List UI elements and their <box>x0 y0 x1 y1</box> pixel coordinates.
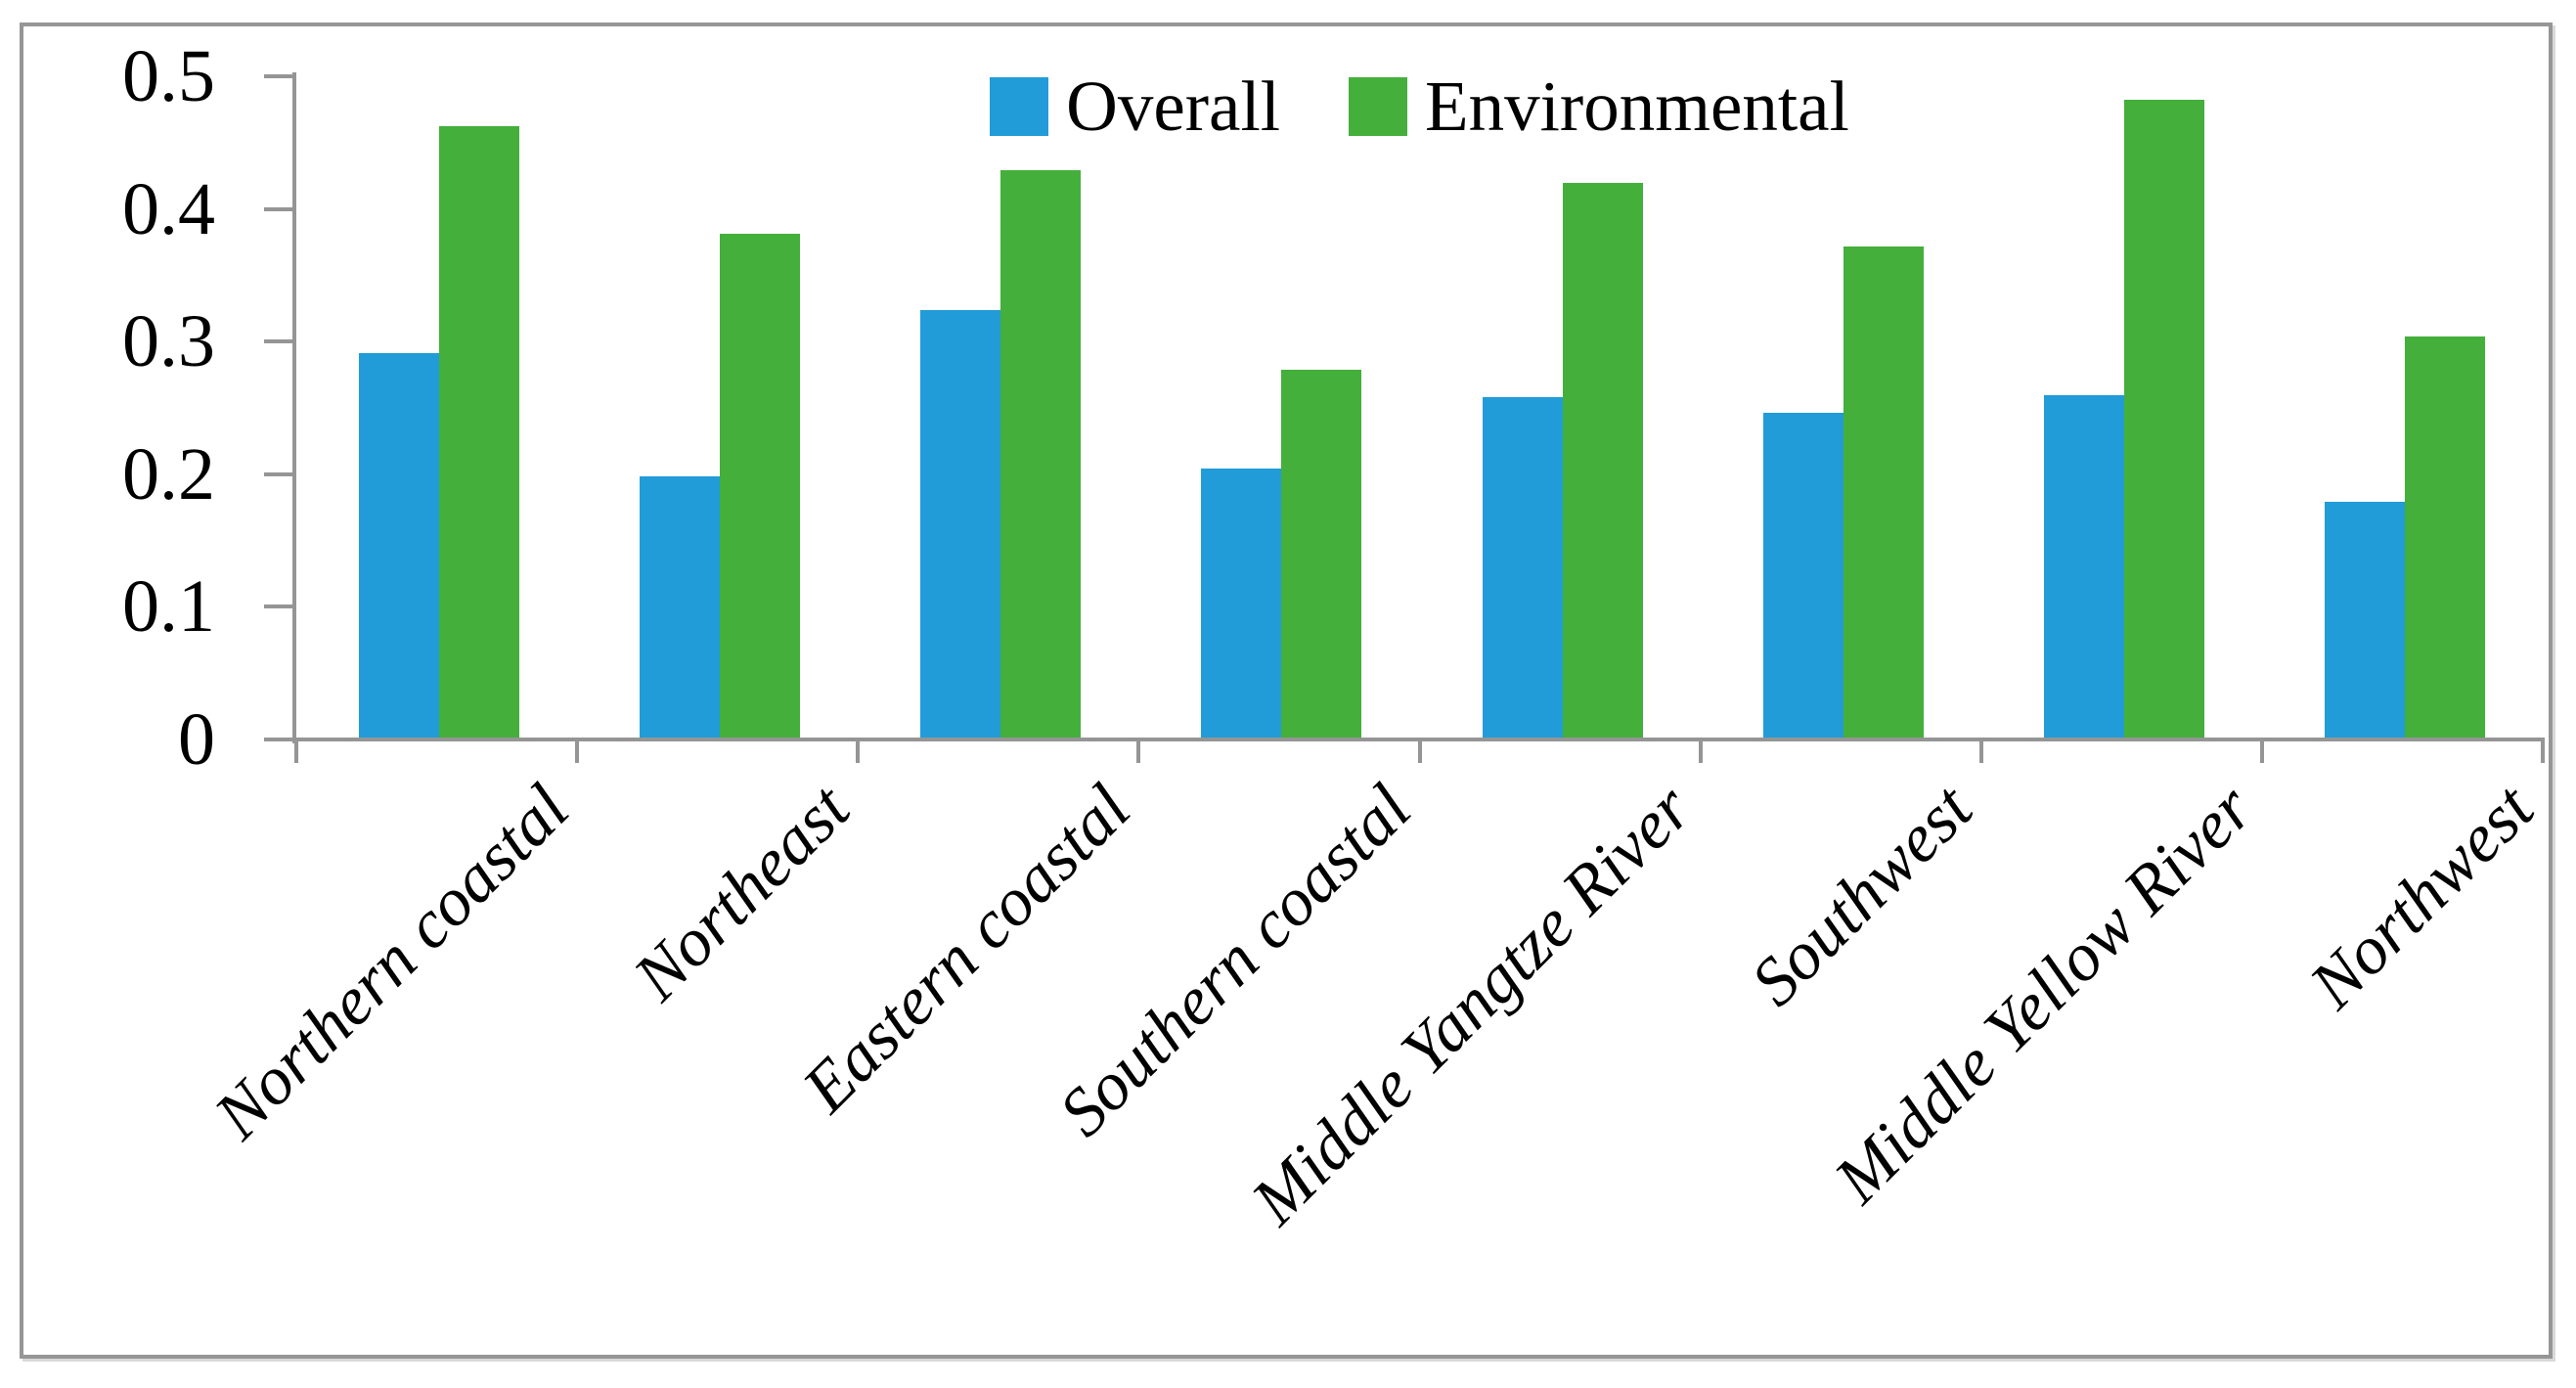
x-tick <box>575 741 580 763</box>
bar-environmental <box>2404 336 2485 738</box>
x-tick <box>856 741 861 763</box>
bar-overall <box>1482 396 1563 738</box>
y-tick-label: 0.1 <box>122 565 215 649</box>
legend-item-overall: Overall <box>990 70 1280 142</box>
x-tick <box>1136 741 1141 763</box>
y-tick-label: 0.2 <box>122 432 215 515</box>
x-tick <box>2541 741 2545 763</box>
y-tick <box>264 604 292 609</box>
y-tick-label: 0.4 <box>122 167 215 250</box>
legend-label-environmental: Environmental <box>1425 67 1849 146</box>
bar-overall <box>920 310 1001 738</box>
overall-swatch-icon <box>990 76 1049 136</box>
y-tick-label: 0.3 <box>122 300 215 383</box>
bar-overall <box>2324 501 2405 738</box>
bar-overall <box>2043 395 2124 738</box>
y-tick-label: 0.5 <box>122 35 215 117</box>
bar-environmental <box>439 125 519 738</box>
x-tick <box>1978 741 1983 763</box>
bar-environmental <box>1843 246 1924 738</box>
bar-environmental <box>1000 169 1082 738</box>
legend-label-overall: Overall <box>1066 67 1281 146</box>
y-tick <box>264 74 292 78</box>
y-tick <box>264 471 292 476</box>
bar-environmental <box>1281 370 1362 738</box>
legend-item-environmental: Environmental <box>1349 70 1849 142</box>
y-tick <box>264 738 292 741</box>
x-tick <box>2259 741 2264 763</box>
bar-overall <box>1762 412 1843 738</box>
y-axis <box>292 72 296 743</box>
bar-environmental <box>1562 183 1643 738</box>
y-tick-label: 0 <box>178 698 215 781</box>
bar-overall <box>359 352 439 738</box>
bar-environmental <box>720 233 801 738</box>
x-axis <box>283 738 2545 741</box>
y-tick <box>264 339 292 344</box>
x-tick <box>294 741 298 763</box>
environmental-swatch-icon <box>1349 76 1408 136</box>
x-tick <box>1417 741 1422 763</box>
bar-overall <box>640 475 721 738</box>
x-tick <box>1698 741 1703 763</box>
bar-overall <box>1201 468 1282 738</box>
bar-environmental <box>2123 99 2204 738</box>
y-tick <box>264 206 292 211</box>
legend: Overall Environmental <box>296 70 2543 142</box>
